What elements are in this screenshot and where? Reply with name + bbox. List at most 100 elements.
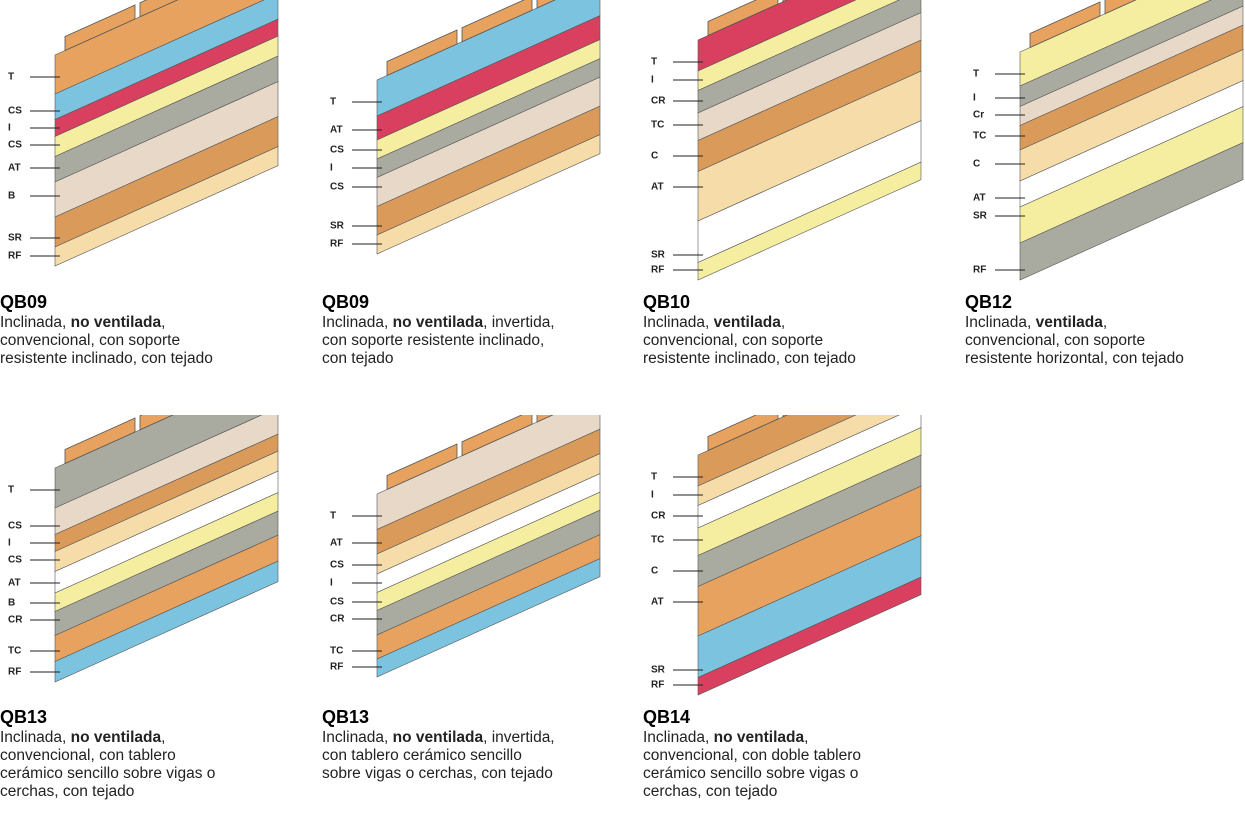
roof-section: T CS I CS AT B CR TC RF: [8, 415, 279, 683]
layer-label: SR: [8, 233, 23, 244]
panel-description: Inclinada, ventilada, convencional, con …: [965, 314, 1205, 368]
layer-label: CS: [330, 182, 344, 193]
description-text: no ventilada: [70, 314, 162, 331]
description-text: no ventilada: [70, 729, 162, 746]
layer-label: RF: [330, 239, 343, 250]
layer-label: RF: [8, 251, 21, 262]
panel-code: QB09: [0, 292, 48, 312]
layer: [697, 161, 922, 281]
layer-label: TC: [651, 535, 664, 546]
tile: [536, 415, 554, 423]
description-text: Inclinada,: [965, 314, 1036, 331]
panel-description: Inclinada, ventilada, convencional, con …: [643, 314, 883, 368]
layer: [54, 146, 279, 267]
layer-label: SR: [330, 221, 345, 232]
panel-description: Inclinada, no ventilada, invertida, con …: [322, 729, 562, 783]
layer-label: C: [651, 151, 658, 162]
description-text: Inclinada,: [0, 314, 71, 331]
panel: T AT CS I CS SR RF QB09 Inclinada, no ventilada,…: [322, 0, 602, 410]
description-text: ventilada: [1035, 314, 1103, 331]
layer-label: AT: [973, 193, 986, 204]
description-text: Inclinada,: [322, 314, 393, 331]
panel-code: QB14: [643, 707, 691, 727]
description-text: no ventilada: [392, 314, 484, 331]
tile: [64, 417, 136, 465]
layer-label: CR: [8, 615, 23, 626]
layer-label: SR: [973, 211, 988, 222]
layer-label: B: [8, 598, 15, 609]
layer: [54, 560, 279, 683]
panel-code: QB09: [322, 292, 370, 312]
layer-label: T: [651, 472, 657, 483]
layer-label: CS: [330, 560, 344, 571]
layer-label: I: [8, 123, 11, 134]
description-text: Inclinada,: [0, 729, 71, 746]
panel-code: QB10: [643, 292, 691, 312]
description-text: Inclinada,: [643, 729, 714, 746]
tile: [386, 29, 458, 77]
layer-label: CS: [8, 555, 22, 566]
layer-label: Cr: [973, 110, 984, 121]
layer-label: I: [651, 490, 654, 501]
description-text: , invertida, con soporte resistente incl…: [322, 314, 555, 367]
description-text: no ventilada: [713, 729, 805, 746]
panel: T I CR TC C AT SR RF QB10 Inclinada, ventilada, c…: [643, 0, 923, 410]
layer-label: AT: [651, 182, 664, 193]
panel: T CS I CS AT B SR RF QB09 Inclinada, no ventilada…: [0, 0, 280, 410]
tile: [1104, 0, 1137, 15]
layer-label: I: [651, 75, 654, 86]
description-text: , convencional, con doble tablero cerámi…: [643, 729, 862, 800]
layer-label: AT: [330, 125, 343, 136]
tile: [782, 0, 788, 3]
tile: [461, 415, 533, 457]
layer-label: TC: [8, 646, 21, 657]
layer-label: T: [8, 72, 14, 83]
layer: [697, 576, 922, 696]
layer-label: T: [973, 69, 979, 80]
panel: T AT CS I CS CR TC RF QB13 Inclinada, no ventilad…: [322, 415, 602, 825]
description-text: , convencional, con soporte resistente i…: [0, 314, 213, 367]
tile: [64, 4, 136, 52]
layer-label: CS: [8, 106, 22, 117]
layer-label: T: [330, 97, 336, 108]
description-text: , convencional, con soporte resistente i…: [643, 314, 856, 367]
layer-label: T: [330, 511, 336, 522]
layer-label: C: [651, 566, 658, 577]
roof-section: TI CR TC C AT SR RF: [651, 415, 922, 696]
layer-label: B: [8, 191, 15, 202]
description-text: Inclinada,: [643, 314, 714, 331]
layer-label: AT: [651, 597, 664, 608]
tile: [139, 415, 174, 431]
roof-section: T I Cr TC C AT SR RF: [973, 0, 1244, 281]
description-text: , invertida, con tablero cerámico sencil…: [322, 729, 555, 782]
layer-label: TC: [973, 131, 986, 142]
tile: [707, 415, 779, 452]
layer-label: T: [651, 57, 657, 68]
layer-label: CS: [330, 597, 344, 608]
layer-label: I: [330, 163, 333, 174]
panel-code: QB13: [0, 707, 48, 727]
panel-description: Inclinada, no ventilada, convencional, c…: [643, 729, 883, 801]
tile: [1029, 1, 1101, 49]
layer: [376, 134, 601, 255]
panel-description: Inclinada, no ventilada, convencional, c…: [0, 314, 240, 368]
layer-label: CR: [330, 614, 345, 625]
layer-label: CS: [8, 521, 22, 532]
layer-label: RF: [651, 680, 664, 691]
layer-label: RF: [8, 667, 21, 678]
tile: [782, 415, 788, 418]
roof-section: T CS I CS AT B SR RF: [8, 0, 279, 267]
roof-section: T AT CS I CS CR TC RF: [330, 415, 601, 678]
layer-label: I: [8, 538, 11, 549]
description-text: , convencional, con soporte resistente h…: [965, 314, 1184, 367]
layer: [1019, 142, 1244, 281]
panel-code: QB12: [965, 292, 1013, 312]
tile: [386, 443, 458, 491]
description-text: ventilada: [713, 314, 781, 331]
layer-label: AT: [330, 538, 343, 549]
roof-section: T AT CS I CS SR RF: [330, 0, 601, 255]
layer-label: CS: [330, 145, 344, 156]
layer-label: TC: [651, 120, 664, 131]
layer-label: SR: [651, 250, 666, 261]
